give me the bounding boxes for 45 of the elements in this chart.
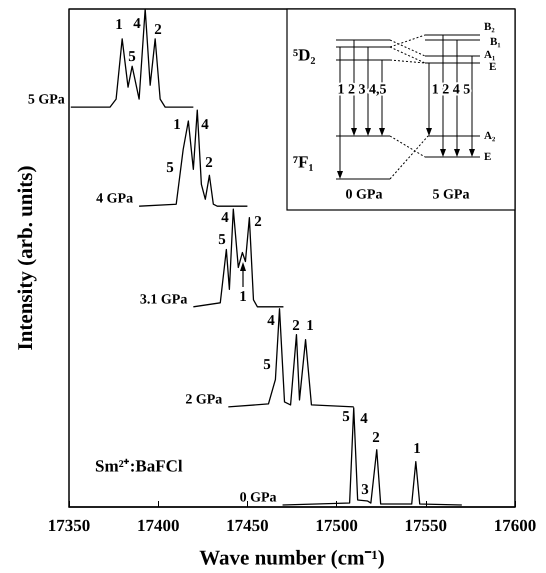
x-tick-label: 17400 [136,516,180,535]
y-axis-title: Intensity (arb. units) [13,166,37,350]
annotation: 0 GPa [346,188,382,202]
annotation: 4 [201,117,210,133]
annotation: 2 [205,155,213,171]
x-tick-label: 17550 [404,516,448,535]
annotation: 5 [128,49,136,65]
annotation: 4 [360,411,368,427]
annotation: 1 [239,289,247,305]
annotation: 5 [342,409,350,425]
series-label: 5 GPa [28,92,65,108]
annotation: 1 [306,318,314,334]
annotation: B₂ [484,21,496,33]
annotation: 1 [173,117,181,133]
annotation: ⁵D₂ [293,46,316,64]
x-tick-label: 17500 [315,516,358,535]
x-tick-label: 17450 [226,516,269,535]
x-axis-title: Wave number (cm⁻¹) [199,546,385,570]
annotation: 1 [413,441,421,457]
annotation: 3 [361,482,369,498]
series-label: 2 GPa [185,392,222,408]
annotation: 4 [133,16,142,32]
annotation: 2 [254,214,262,230]
series-label: 0 GPa [240,490,277,506]
series-label: 3.1 GPa [140,292,188,308]
annotation: Sm²⁺:BaFCl [95,456,183,476]
annotation: B₁ [490,36,501,48]
annotation: 1 [115,17,123,33]
annotation: ⁷F₁ [293,152,314,172]
annotation: E [489,61,496,73]
annotation: 4 [221,210,230,226]
annotation: 5 [218,232,226,248]
annotation: A₂ [484,130,496,142]
series-label: 4 GPa [96,192,134,207]
annotation: 5 [166,160,174,176]
annotation: 2 [292,318,300,334]
annotation: 4 [267,313,276,329]
annotation: A₁ [484,49,496,61]
x-tick-label: 17350 [48,516,90,535]
annotation: 2 [154,22,162,38]
annotation: 2 [372,430,380,446]
annotation: 5 [263,357,271,373]
x-tick-label: 17600 [494,516,536,535]
annotation: E [484,151,492,163]
annotation: 5 GPa [432,188,470,202]
